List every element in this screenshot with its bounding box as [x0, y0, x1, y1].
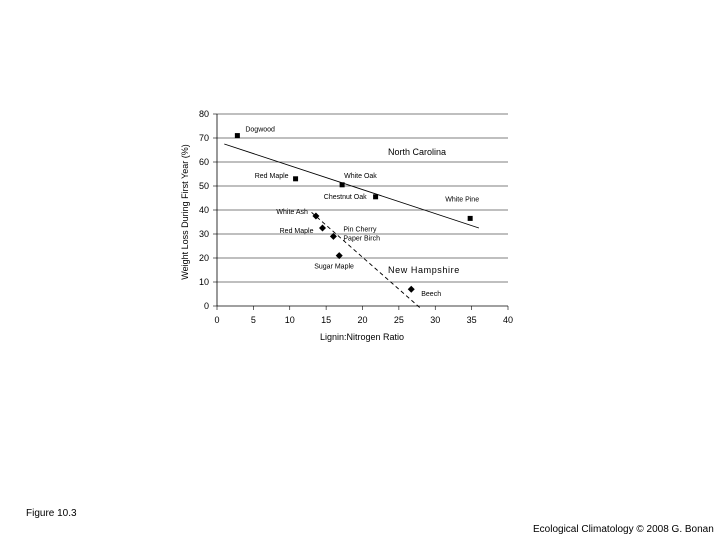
- y-tick-label: 10: [199, 277, 209, 287]
- y-tick-label: 20: [199, 253, 209, 263]
- x-tick-label: 20: [357, 315, 367, 325]
- point-label: Chestnut Oak: [324, 194, 367, 201]
- point-label: Red Maple: [280, 228, 314, 235]
- diamond-marker: [335, 252, 343, 260]
- square-marker: [234, 133, 240, 139]
- square-marker: [339, 182, 345, 188]
- point-label: White Pine: [445, 196, 479, 203]
- diamond-marker: [312, 212, 320, 220]
- series-labels: North Carolina New Hampshire: [388, 147, 460, 275]
- x-tick-label: 30: [430, 315, 440, 325]
- point-label: Sugar Maple: [314, 264, 354, 271]
- point-label: White Oak: [344, 173, 377, 180]
- grid-lines: [217, 113, 508, 283]
- x-tick-labels: 0 5 10 15 20 25 30 35 40: [214, 315, 513, 325]
- point-labels: Dogwood Red Maple White Oak Chestnut Oak Whi…: [245, 127, 479, 299]
- point-label: White Ash: [276, 209, 308, 216]
- y-tick-label: 50: [199, 181, 209, 191]
- point-label: Dogwood: [245, 127, 275, 134]
- square-marker: [373, 194, 379, 200]
- y-tick-label: 80: [199, 109, 209, 119]
- y-tick-label: 0: [204, 301, 209, 311]
- y-tick-label: 40: [199, 205, 209, 215]
- x-tick-label: 35: [467, 315, 477, 325]
- square-marker: [467, 215, 473, 221]
- new-hampshire-label: New Hampshire: [388, 265, 460, 275]
- y-tick-label: 30: [199, 229, 209, 239]
- x-tick-label: 15: [321, 315, 331, 325]
- north-carolina-fit-line: [224, 143, 480, 229]
- point-label: Pin Cherry Paper Birch: [343, 226, 380, 242]
- trend-lines: [224, 143, 480, 309]
- x-tick-label: 40: [503, 315, 513, 325]
- credit-line: Ecological Climatology © 2008 G. Bonan: [533, 524, 714, 535]
- new-hampshire-fit-line: [311, 212, 421, 309]
- diamond-marker: [329, 232, 337, 240]
- x-tick-label: 25: [394, 315, 404, 325]
- north-carolina-label: North Carolina: [388, 147, 446, 157]
- figure-label: Figure 10.3: [26, 508, 77, 519]
- y-tick-label: 70: [199, 133, 209, 143]
- axes: [213, 113, 509, 310]
- y-axis-label: Weight Loss During First Year (%): [180, 144, 190, 279]
- y-tick-labels: 0 10 20 30 40 50 60 70 80: [199, 109, 209, 311]
- x-tick-label: 10: [285, 315, 295, 325]
- diamond-marker: [318, 224, 326, 232]
- x-tick-label: 5: [251, 315, 256, 325]
- data-points: [234, 133, 473, 293]
- diamond-marker: [407, 285, 415, 293]
- square-marker: [293, 176, 299, 182]
- x-axis-label: Lignin:Nitrogen Ratio: [320, 332, 404, 342]
- y-tick-label: 60: [199, 157, 209, 167]
- point-label: Red Maple: [255, 173, 289, 180]
- x-tick-label: 0: [214, 315, 219, 325]
- point-label: Beech: [421, 291, 441, 298]
